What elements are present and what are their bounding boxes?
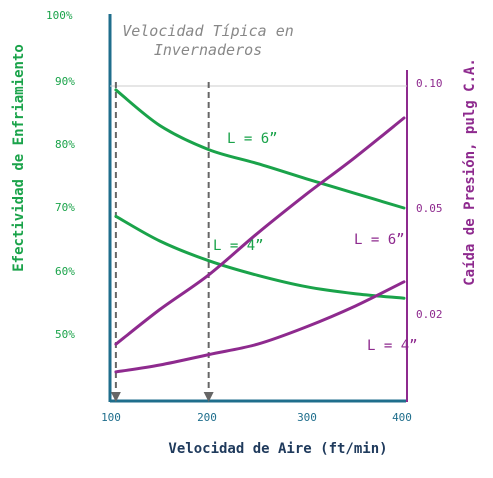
- left-tick-label: 50%: [55, 328, 75, 341]
- right-axis-title: Caída de Presión, pulg C.A.: [462, 58, 478, 286]
- right-tick-label: 0.02: [416, 308, 443, 321]
- left-tick-label: 100%: [46, 9, 73, 22]
- x-tick-label: 200: [197, 411, 217, 424]
- annotation-line-2: Invernaderos: [154, 41, 262, 59]
- series-label-green-6: L = 6”: [227, 131, 278, 147]
- left-tick-label: 80%: [55, 138, 75, 151]
- x-axis-title: Velocidad de Aire (ft/min): [168, 441, 387, 457]
- right-tick-label: 0.10: [416, 77, 443, 90]
- right-tick-label: 0.05: [416, 202, 443, 215]
- series-layer: [114, 88, 406, 374]
- left-axis-title: Efectividad de Enfriamiento: [11, 44, 27, 272]
- series-line-3: [114, 280, 406, 374]
- reference-arrow-icon-1: [203, 392, 214, 402]
- left-tick-label: 70%: [55, 201, 75, 214]
- x-tick-label: 100: [101, 411, 121, 424]
- series-line-0: [114, 88, 406, 210]
- annotation-line-1: Velocidad Típica en: [122, 22, 294, 40]
- series-label-green-4: L = 4”: [213, 238, 264, 254]
- x-tick-label: 300: [297, 411, 317, 424]
- x-tick-label: 400: [392, 411, 412, 424]
- left-tick-label: 90%: [55, 75, 75, 88]
- reference-arrow-icon-0: [110, 392, 121, 402]
- left-tick-label: 60%: [55, 265, 75, 278]
- series-label-purple-6: L = 6”: [354, 232, 405, 248]
- series-line-2: [114, 116, 406, 346]
- series-label-purple-4: L = 4”: [367, 338, 418, 354]
- series-line-1: [114, 214, 406, 300]
